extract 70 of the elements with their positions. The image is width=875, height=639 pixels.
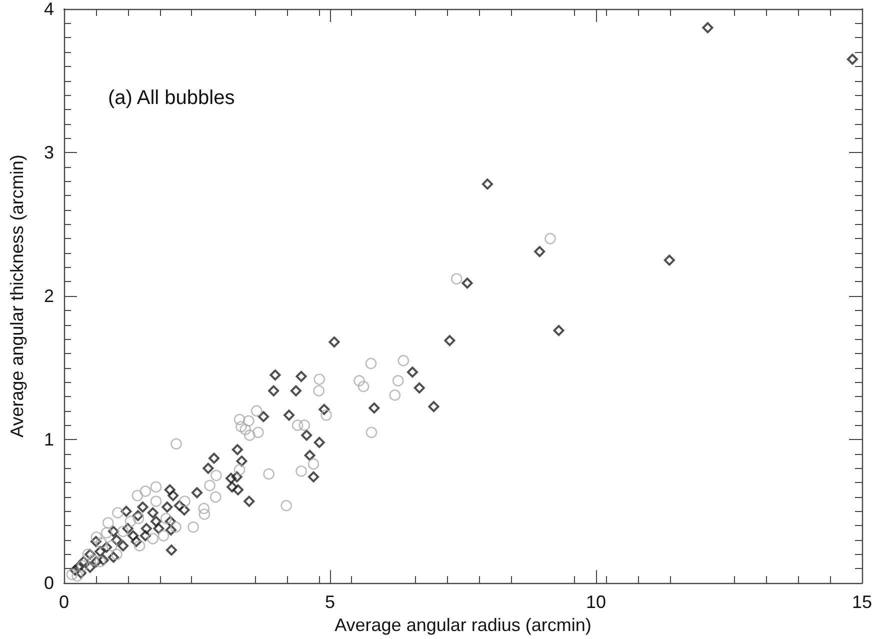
point (366, 426, 378, 438)
point (88, 554, 99, 566)
y-tick-label: 0 (44, 573, 54, 594)
point (198, 502, 210, 514)
point (160, 512, 172, 524)
point (179, 496, 190, 507)
point (358, 380, 370, 392)
point (234, 414, 246, 426)
y-tick-label: 4 (44, 0, 54, 19)
point (132, 512, 144, 524)
point (90, 532, 102, 543)
point (398, 354, 410, 366)
point (313, 385, 324, 396)
point (308, 458, 320, 470)
point (94, 556, 106, 568)
point (234, 464, 246, 476)
annotation: (a) All bubbles (108, 87, 235, 109)
point (314, 374, 326, 385)
point (102, 517, 114, 528)
point (132, 490, 144, 502)
point (250, 405, 262, 417)
point (124, 516, 136, 528)
point (392, 375, 404, 386)
point (298, 420, 310, 431)
point (188, 521, 199, 533)
point (150, 496, 162, 507)
point (150, 481, 162, 493)
point (170, 438, 182, 450)
point (263, 468, 274, 480)
point (134, 540, 146, 552)
point (72, 570, 83, 582)
point (320, 410, 332, 421)
point (117, 526, 129, 538)
point (252, 426, 264, 438)
point (240, 424, 252, 436)
point (210, 491, 222, 503)
point (242, 415, 254, 427)
x-axis-title: Average angular radius (arcmin) (334, 615, 592, 635)
point (158, 530, 170, 542)
point (111, 548, 122, 560)
point (244, 430, 256, 441)
point (210, 470, 222, 482)
point (76, 560, 88, 572)
y-axis-title: Average angular thickness (arcmin) (7, 154, 27, 438)
point (236, 421, 247, 432)
point (365, 358, 377, 370)
point (450, 273, 462, 284)
point (106, 540, 118, 552)
point (389, 389, 401, 401)
x-tick-label: 10 (586, 592, 606, 612)
point (112, 507, 124, 518)
y-tick-label: 2 (44, 286, 54, 306)
y-tick-label: 1 (44, 430, 54, 450)
x-tick-label: 5 (324, 592, 336, 612)
point (140, 486, 152, 497)
point (170, 521, 182, 533)
point (198, 508, 210, 520)
point (280, 500, 292, 512)
point (544, 232, 556, 244)
x-tick-label: 0 (58, 592, 70, 612)
point (292, 420, 304, 431)
point (100, 527, 112, 539)
point (96, 537, 107, 549)
point (66, 568, 78, 580)
point (147, 532, 158, 544)
x-tick-label: 15 (852, 592, 872, 612)
point (204, 480, 216, 492)
point (296, 466, 307, 477)
point (354, 375, 365, 386)
y-tick-label: 3 (44, 142, 54, 163)
